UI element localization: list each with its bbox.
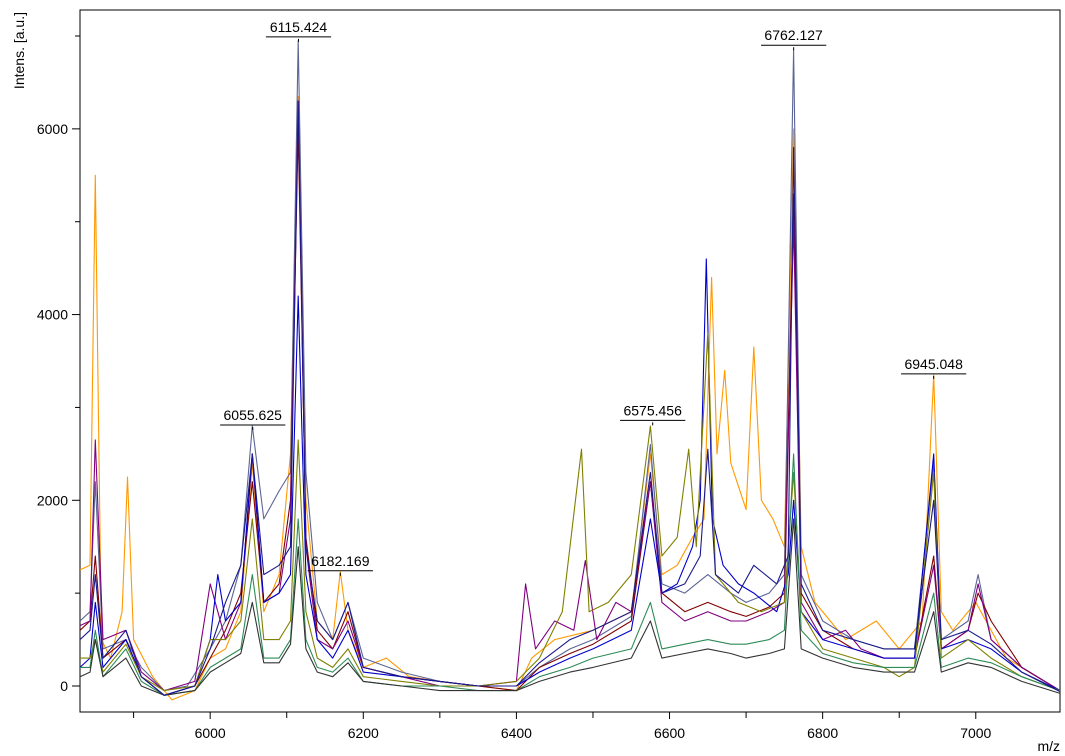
spectrum-trace-8 (79, 518, 1061, 696)
x-tick-label: 6200 (348, 725, 379, 741)
spectrum-trace-4 (79, 100, 1061, 692)
spectrum-trace-6 (80, 332, 1061, 692)
y-axis-label: Intens. [a.u.] (11, 12, 27, 89)
x-axis-label: m/z (1037, 738, 1060, 754)
peak-label: 6115.424 (270, 19, 328, 35)
y-axis: 0 2000 4000 6000 (37, 35, 80, 694)
spectrum-trace-1 (79, 95, 1061, 701)
peak-label: 6055.625 (224, 407, 283, 423)
x-tick-label: 6000 (195, 725, 226, 741)
x-axis: 6000 6200 6400 6600 6800 7000 (133, 712, 992, 741)
spectrum-trace-5 (79, 258, 1061, 696)
y-tick-label: 0 (60, 678, 68, 694)
x-tick-label: 7000 (960, 725, 991, 741)
y-tick-label: 6000 (37, 121, 68, 137)
peak-label: 6945.048 (904, 356, 963, 372)
peak-label: 6575.456 (623, 402, 682, 418)
x-tick-label: 6400 (501, 725, 532, 741)
y-tick-label: 4000 (37, 307, 68, 323)
peak-label: 6182.169 (311, 553, 370, 569)
x-tick-label: 6600 (654, 725, 685, 741)
peak-label: 6762.127 (764, 27, 823, 43)
spectrum-trace-9 (79, 100, 1061, 696)
y-tick-label: 2000 (37, 492, 68, 508)
peak-annotations: 6055.625 6115.424 6182.169 6575.456 6762.127… (220, 19, 967, 576)
x-tick-label: 6800 (807, 725, 838, 741)
spectrum-traces (79, 40, 1061, 701)
